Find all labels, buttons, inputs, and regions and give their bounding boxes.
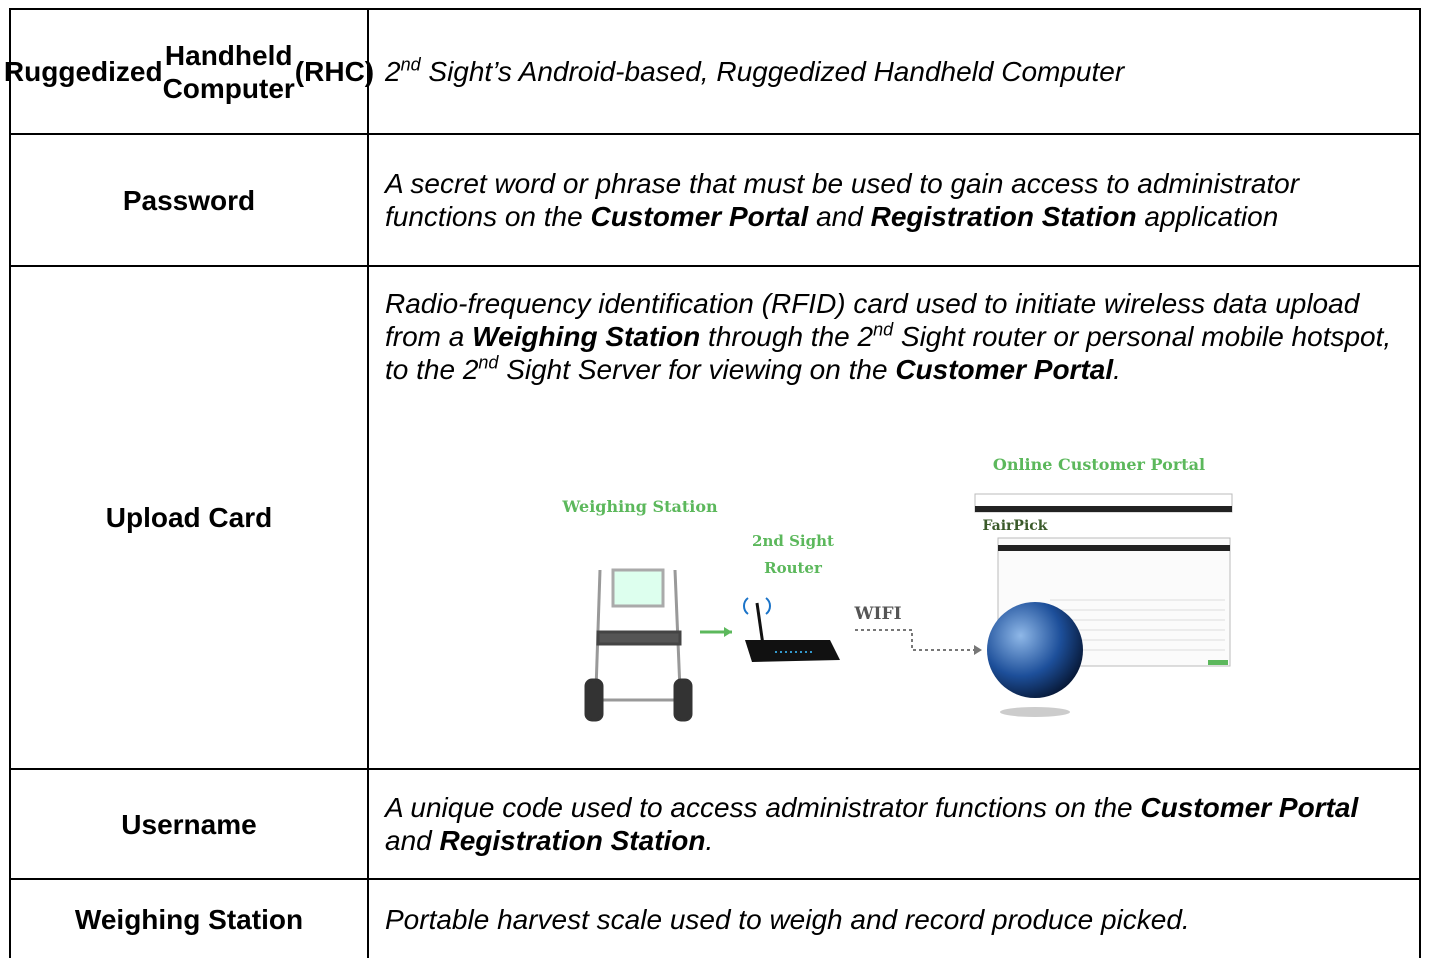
definition-run: nd (400, 54, 421, 75)
definition-text: 2nd Sight’s Android-based, Ruggedized Ha… (385, 55, 1124, 88)
definition-text: Radio-frequency identification (RFID) ca… (385, 287, 1405, 386)
definition-text: A unique code used to access administrat… (385, 791, 1405, 857)
definition-run: through the 2 (700, 321, 874, 352)
bold-term: Customer Portal (590, 201, 809, 232)
bold-term: Customer Portal (895, 354, 1114, 385)
definition-text: Portable harvest scale used to weigh and… (385, 903, 1190, 936)
definition-run: and (385, 825, 440, 856)
page: Ruggedized Handheld Computer (RHC) 2nd Sigh… (3, 8, 1421, 958)
definition-run: Radio-frequency identification (RFID) ca… (385, 288, 1360, 352)
definition-run: and (808, 201, 871, 232)
definition-run: nd (478, 352, 499, 373)
definition-run: A unique code used to access administrat… (385, 792, 1141, 823)
term-text: Password (122, 184, 256, 216)
definition-cell: A secret word or phrase that must be use… (369, 135, 1421, 265)
term-text: Weighing Station (74, 903, 304, 935)
table-row: Weighing Station Portable harvest scale u… (9, 878, 1421, 958)
definition-run: nd (873, 319, 894, 340)
table-row: Password A secret word or phrase that mus… (9, 133, 1421, 265)
term-cell: Upload Card (9, 267, 369, 768)
term-text: Username (121, 808, 257, 840)
table-row: Username A unique code used to access adm… (9, 768, 1421, 878)
term-text: Handheld Computer (162, 39, 295, 104)
definition-run: Sight router or personal mobile hotspot,… (385, 321, 1392, 385)
term-text: Ruggedized (3, 56, 163, 87)
term-cell: Ruggedized Handheld Computer (RHC) (4, 10, 374, 133)
definition-text: A secret word or phrase that must be use… (385, 167, 1405, 233)
bold-term: Weighing Station (472, 321, 701, 352)
definition-run: application (1136, 201, 1279, 232)
term-text: Upload Card (105, 502, 273, 533)
term-text: (RHC) (294, 56, 375, 87)
bold-term: Registration Station (870, 201, 1137, 232)
bold-term: Customer Portal (1140, 792, 1359, 823)
definition-run: A secret word or phrase that must be use… (385, 168, 1300, 232)
definition-cell: 2nd Sight’s Android-based, Ruggedized Ha… (369, 10, 1421, 133)
definition-run: . (1113, 354, 1121, 385)
definition-run: Portable harvest scale used to weigh and… (385, 903, 1190, 935)
term-cell: Password (9, 135, 369, 265)
definition-run: . (705, 825, 714, 856)
definition-cell: A unique code used to access administrat… (369, 770, 1421, 878)
table-row: Upload Card Radio-frequency identificatio… (9, 265, 1421, 768)
definition-cell: Portable harvest scale used to weigh and… (369, 880, 1421, 958)
definition-run: Sight’s Android-based, Ruggedized Handhe… (420, 56, 1125, 87)
bold-term: Registration Station (439, 825, 706, 856)
definition-run: 2 (385, 56, 401, 87)
definition-cell: Radio-frequency identification (RFID) ca… (369, 267, 1421, 768)
table-row: Ruggedized Handheld Computer (RHC) 2nd Sigh… (4, 8, 1421, 133)
definition-run: Sight Server for viewing on the (498, 354, 896, 385)
term-cell: Username (9, 770, 369, 878)
term-cell: Weighing Station (9, 880, 369, 958)
